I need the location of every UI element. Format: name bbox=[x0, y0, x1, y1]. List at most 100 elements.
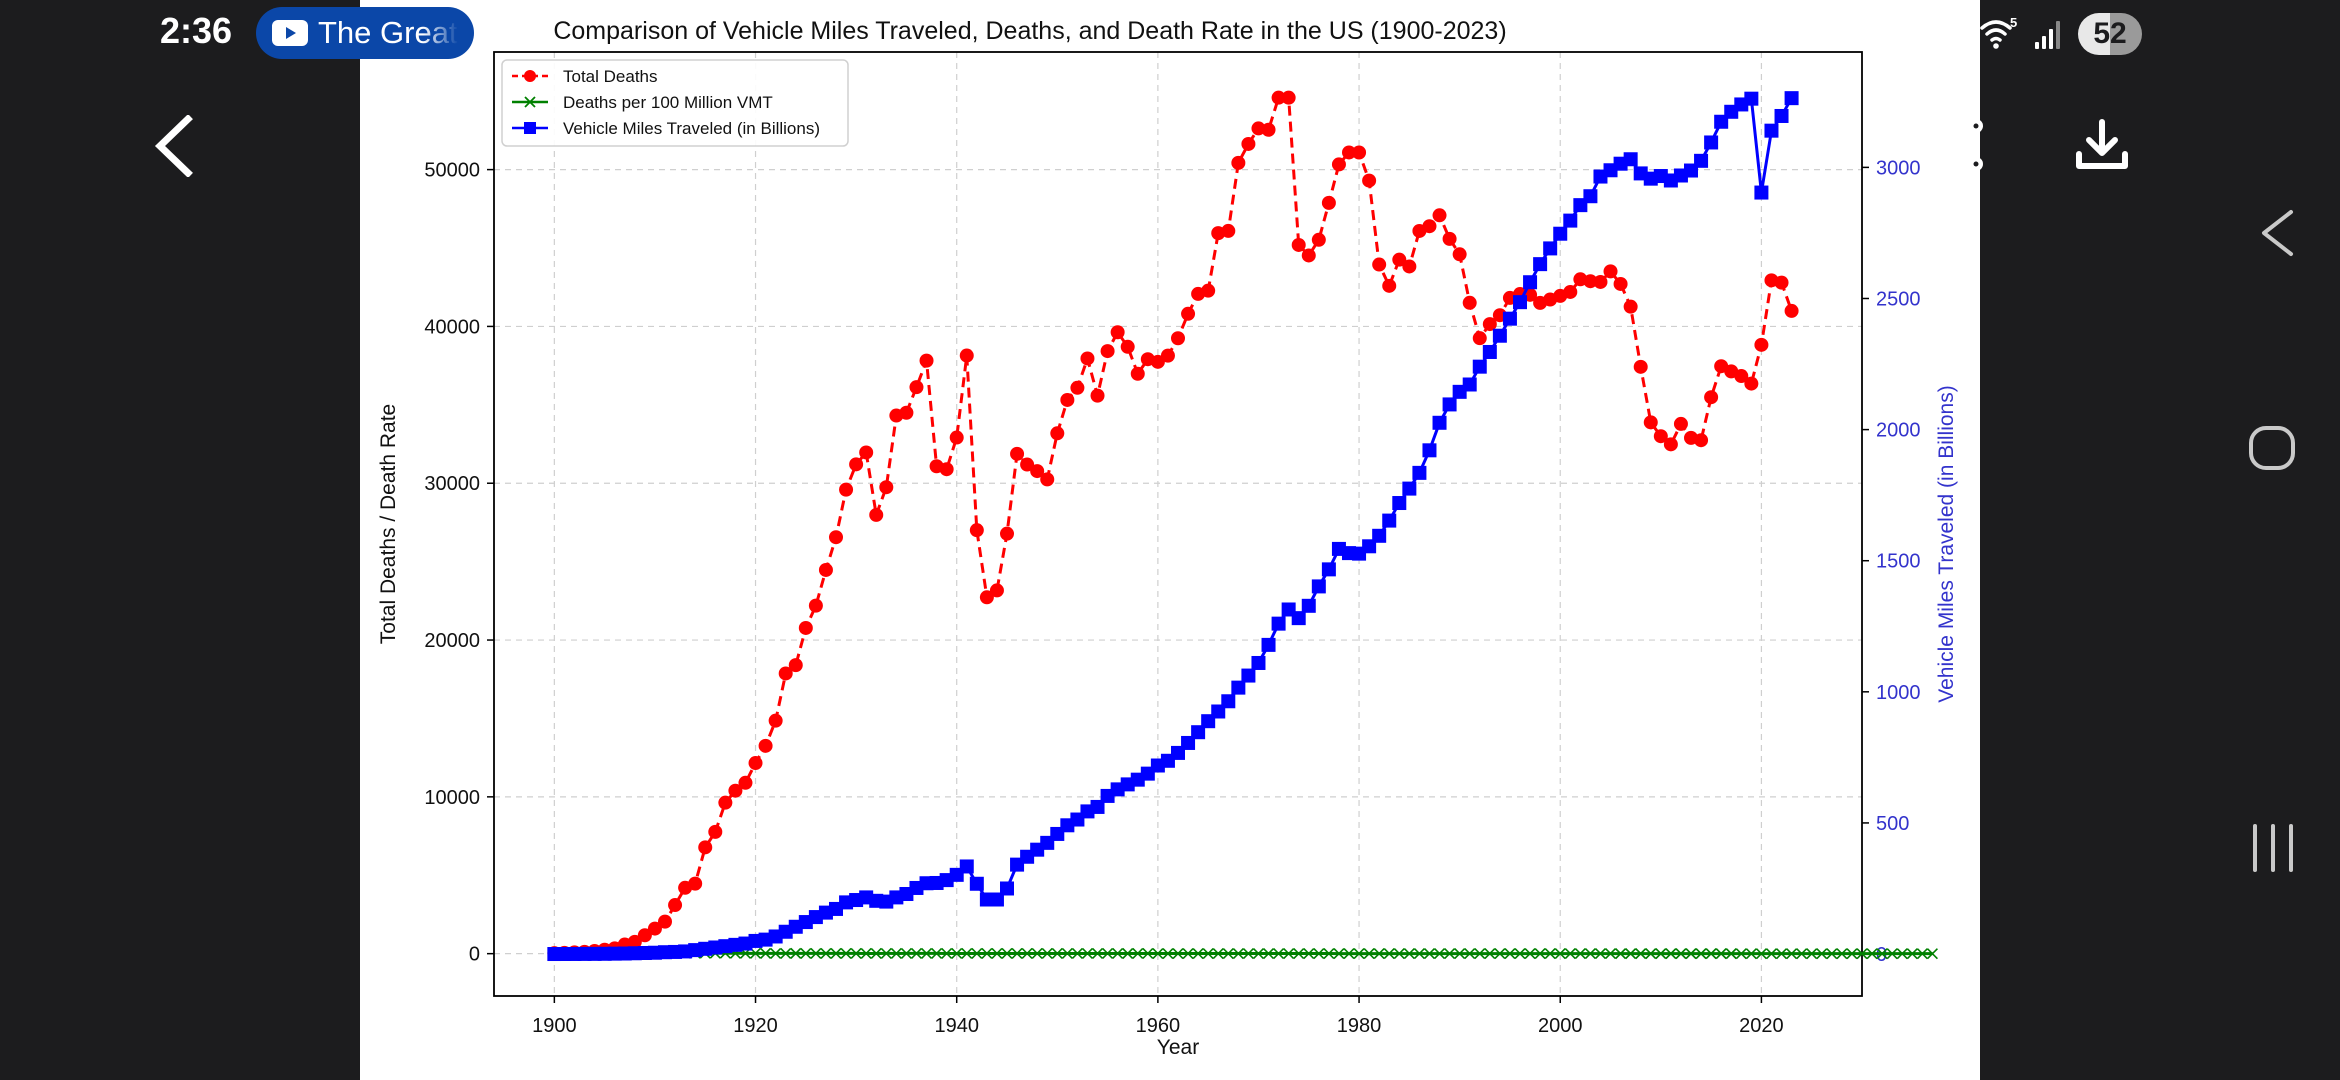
data-point bbox=[1482, 344, 1497, 359]
data-point bbox=[1222, 947, 1234, 960]
x-axis-label: Year bbox=[1157, 1036, 1199, 1059]
right-letterbox bbox=[1980, 0, 2340, 1080]
data-point bbox=[1452, 247, 1467, 262]
more-options-icon[interactable] bbox=[1972, 118, 1992, 180]
data-point bbox=[668, 898, 683, 913]
y2-tick-label: 2000 bbox=[1876, 420, 1921, 442]
data-point bbox=[1735, 948, 1747, 960]
legend-box bbox=[501, 59, 849, 147]
data-point bbox=[1293, 947, 1305, 960]
data-point bbox=[1100, 344, 1115, 359]
data-point bbox=[1112, 947, 1124, 960]
nav-recents-icon[interactable] bbox=[2250, 822, 2296, 874]
y2-axis-label: Vehicle Miles Traveled (in Billions) bbox=[1935, 385, 1958, 702]
data-point bbox=[1685, 948, 1697, 960]
data-point bbox=[1000, 881, 1014, 896]
data-point bbox=[1362, 173, 1377, 188]
series-line bbox=[554, 96, 1793, 956]
data-point bbox=[1653, 429, 1668, 444]
data-point bbox=[1301, 248, 1316, 263]
data-point bbox=[879, 480, 894, 495]
data-point bbox=[1615, 948, 1627, 960]
download-icon[interactable] bbox=[2075, 118, 2129, 172]
data-point bbox=[1031, 947, 1043, 960]
data-point bbox=[1533, 257, 1548, 272]
data-point bbox=[1001, 947, 1013, 960]
data-point bbox=[1755, 948, 1767, 960]
data-point bbox=[829, 530, 843, 545]
data-point bbox=[849, 457, 864, 472]
data-point bbox=[1625, 948, 1637, 960]
data-point bbox=[1232, 947, 1244, 960]
data-point bbox=[900, 947, 912, 959]
data-point bbox=[1613, 276, 1628, 291]
data-point bbox=[1251, 655, 1266, 670]
back-arrow-icon[interactable] bbox=[150, 115, 196, 177]
data-point bbox=[1482, 317, 1497, 332]
data-point bbox=[1796, 948, 1808, 960]
data-point bbox=[1583, 274, 1598, 289]
data-point bbox=[1734, 369, 1749, 384]
data-point bbox=[1826, 948, 1838, 960]
data-point bbox=[1331, 157, 1346, 172]
data-point bbox=[1705, 948, 1717, 960]
legend-marker bbox=[524, 96, 536, 108]
data-point bbox=[808, 598, 823, 613]
data-point bbox=[1202, 947, 1214, 960]
y-tick-label: 50000 bbox=[424, 160, 480, 182]
data-point bbox=[919, 353, 934, 368]
data-point bbox=[1675, 948, 1687, 960]
y2-tick-label: 1000 bbox=[1876, 682, 1921, 704]
data-point bbox=[1311, 232, 1326, 247]
data-point bbox=[708, 824, 723, 839]
data-point bbox=[1774, 108, 1789, 123]
data-point bbox=[1413, 948, 1425, 960]
media-notification-pill[interactable]: The Great bbox=[256, 7, 474, 59]
data-point bbox=[1373, 948, 1385, 960]
data-point bbox=[800, 947, 812, 959]
data-point bbox=[1372, 257, 1387, 272]
nav-home-icon[interactable] bbox=[2248, 425, 2296, 471]
data-point bbox=[1162, 947, 1174, 960]
data-point bbox=[1744, 376, 1759, 391]
data-point bbox=[1645, 948, 1657, 960]
data-point bbox=[1604, 948, 1617, 960]
data-point bbox=[1402, 259, 1417, 274]
data-point bbox=[1774, 275, 1789, 290]
data-point bbox=[951, 947, 963, 960]
data-point bbox=[1171, 331, 1185, 346]
data-point bbox=[860, 947, 872, 960]
data-point bbox=[698, 840, 713, 855]
data-point bbox=[899, 405, 914, 420]
data-point bbox=[979, 590, 994, 605]
data-point bbox=[1080, 351, 1095, 366]
data-point bbox=[1906, 948, 1918, 960]
data-point bbox=[880, 947, 892, 959]
data-point bbox=[1160, 348, 1175, 363]
legend-label: Total Deaths bbox=[563, 67, 658, 86]
data-point bbox=[1593, 274, 1608, 289]
data-point bbox=[1231, 155, 1246, 170]
data-point bbox=[768, 713, 783, 728]
data-point bbox=[1704, 135, 1719, 150]
data-point bbox=[1583, 189, 1598, 204]
data-point bbox=[1655, 948, 1667, 960]
data-point bbox=[1122, 947, 1134, 960]
nav-back-icon[interactable] bbox=[2258, 208, 2298, 258]
data-point bbox=[1494, 948, 1506, 960]
data-point bbox=[1261, 637, 1276, 652]
series-layer bbox=[547, 90, 1938, 962]
y2-tick-label: 2500 bbox=[1876, 288, 1921, 310]
data-point bbox=[1764, 123, 1779, 138]
data-point bbox=[1514, 948, 1526, 960]
data-point bbox=[1050, 426, 1065, 441]
series-total-deaths bbox=[547, 90, 1799, 961]
data-point bbox=[1444, 948, 1456, 960]
data-point bbox=[869, 507, 884, 522]
data-point bbox=[1725, 948, 1737, 960]
data-point bbox=[1543, 241, 1558, 256]
data-point bbox=[1623, 152, 1638, 167]
legend-marker bbox=[524, 70, 536, 82]
data-point bbox=[1110, 325, 1125, 340]
data-point bbox=[1021, 947, 1033, 960]
